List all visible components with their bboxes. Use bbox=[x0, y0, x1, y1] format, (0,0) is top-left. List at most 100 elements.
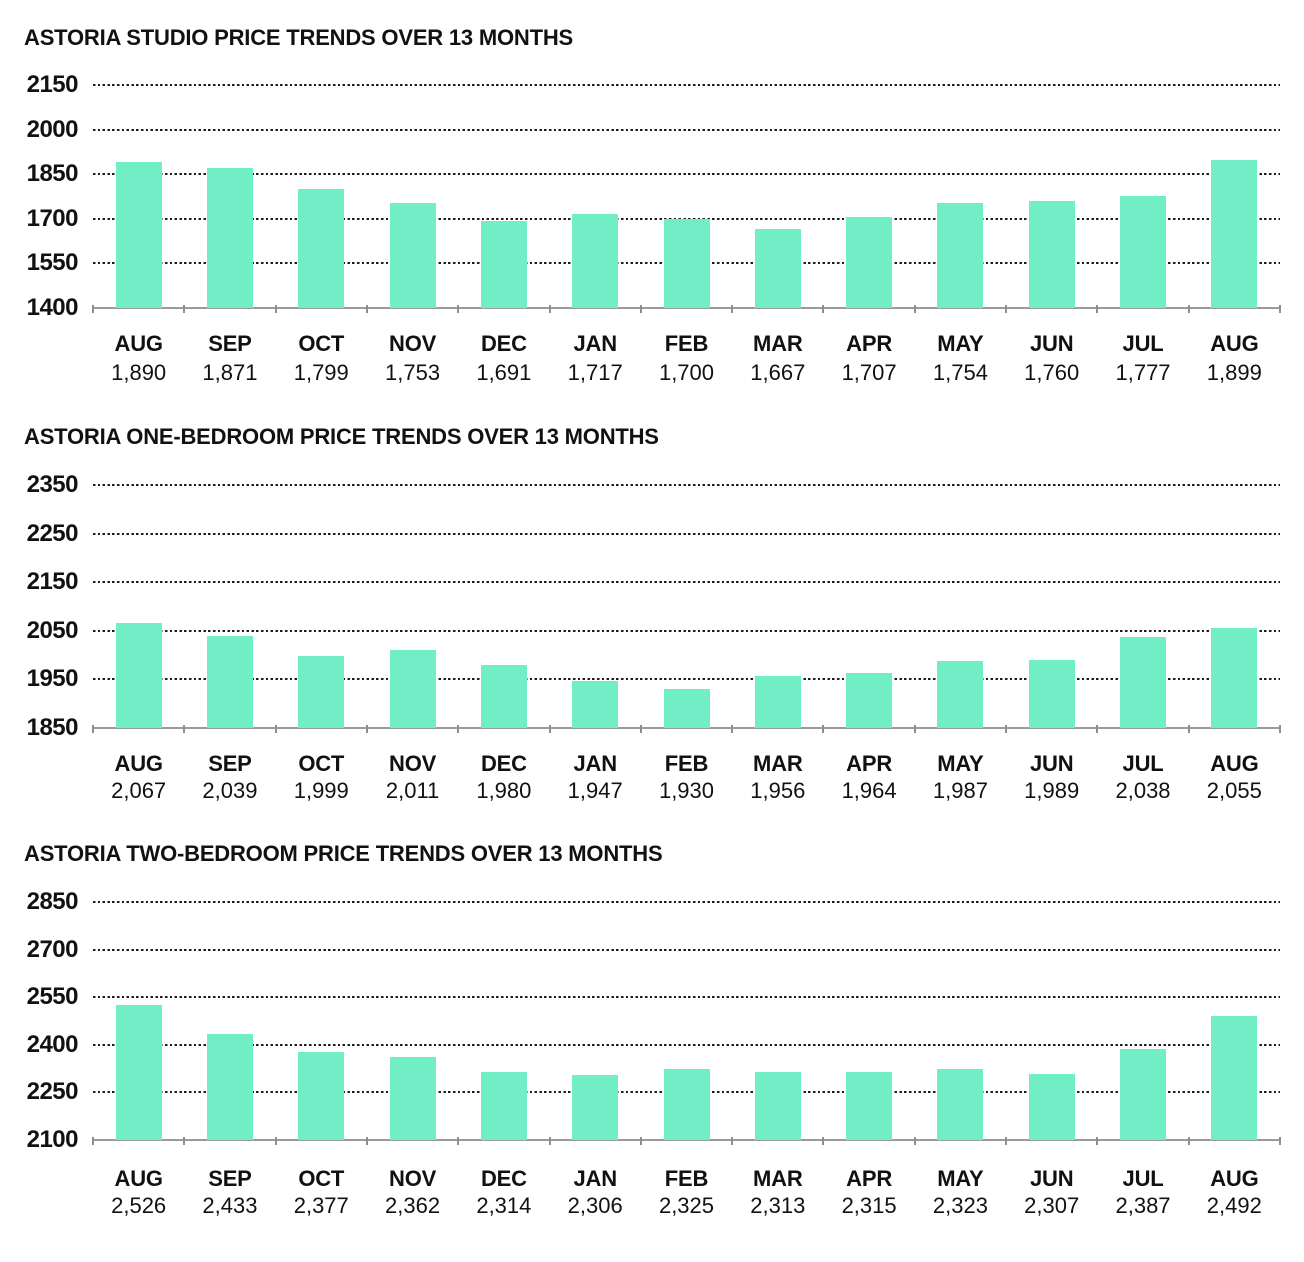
value-label: 1,707 bbox=[841, 360, 897, 385]
value-label: 2,314 bbox=[476, 1193, 532, 1218]
axis-tick bbox=[822, 305, 825, 313]
axis-tick bbox=[548, 305, 551, 313]
y-axis-label: 2700 bbox=[26, 935, 79, 963]
axis-tick bbox=[1096, 1137, 1099, 1145]
bar bbox=[298, 1052, 345, 1140]
gridline bbox=[93, 581, 1280, 584]
y-axis-label: 2850 bbox=[26, 888, 79, 915]
y-axis-label: 2400 bbox=[26, 1030, 79, 1058]
value-label: 1,760 bbox=[1024, 360, 1080, 385]
month-label: MAY bbox=[937, 331, 984, 356]
axis-tick bbox=[639, 725, 642, 733]
axis-tick bbox=[1187, 305, 1190, 313]
axis-tick bbox=[183, 305, 186, 313]
x-axis-line bbox=[93, 1139, 1280, 1141]
axis-tick bbox=[1005, 305, 1008, 313]
axis-tick bbox=[365, 305, 368, 313]
axis-tick bbox=[365, 725, 368, 733]
value-label: 1,753 bbox=[385, 360, 441, 385]
axis-tick bbox=[274, 305, 277, 313]
month-label: OCT bbox=[298, 1166, 345, 1191]
month-label: FEB bbox=[664, 751, 709, 776]
bar bbox=[1211, 1015, 1258, 1140]
month-label: JUL bbox=[1122, 751, 1164, 776]
bar bbox=[937, 202, 984, 308]
month-label: OCT bbox=[298, 751, 345, 776]
axis-tick bbox=[639, 305, 642, 313]
y-axis-label: 1550 bbox=[26, 249, 79, 277]
axis-tick bbox=[1096, 725, 1099, 733]
bar bbox=[1028, 660, 1075, 728]
gridline bbox=[93, 173, 1280, 176]
bar bbox=[754, 228, 801, 308]
bar bbox=[206, 167, 253, 308]
bar bbox=[846, 672, 893, 728]
bar bbox=[480, 1072, 527, 1140]
bar bbox=[937, 661, 984, 728]
bar bbox=[115, 1004, 162, 1140]
value-label: 1,754 bbox=[932, 360, 988, 385]
bar bbox=[846, 216, 893, 308]
month-label: DEC bbox=[480, 1166, 527, 1191]
gridline bbox=[93, 484, 1280, 486]
y-axis-label: 2150 bbox=[26, 71, 79, 98]
month-label: OCT bbox=[298, 331, 345, 356]
chart-title: ASTORIA TWO-BEDROOM PRICE TRENDS OVER 13… bbox=[24, 841, 663, 866]
value-label: 2,526 bbox=[111, 1193, 167, 1218]
bar bbox=[1028, 200, 1075, 308]
bar bbox=[389, 1056, 436, 1140]
axis-tick bbox=[365, 1137, 368, 1145]
month-label: APR bbox=[846, 331, 893, 356]
month-label: JAN bbox=[573, 1166, 617, 1191]
bar bbox=[572, 213, 619, 308]
month-label: JUL bbox=[1122, 1166, 1164, 1191]
month-label: AUG bbox=[1210, 751, 1259, 776]
month-label: APR bbox=[846, 751, 893, 776]
y-axis-label: 2150 bbox=[26, 568, 79, 596]
gridline bbox=[93, 84, 1280, 86]
bar bbox=[937, 1069, 984, 1140]
gridline bbox=[93, 629, 1280, 632]
value-label: 2,067 bbox=[111, 778, 167, 803]
axis-tick bbox=[457, 305, 460, 313]
gridline bbox=[93, 948, 1280, 951]
bar bbox=[206, 1034, 253, 1140]
axis-tick bbox=[1187, 725, 1190, 733]
value-label: 1,980 bbox=[476, 778, 532, 803]
month-label: SEP bbox=[208, 751, 252, 776]
month-label: NOV bbox=[389, 1166, 437, 1191]
axis-tick bbox=[274, 1137, 277, 1145]
axis-tick bbox=[731, 305, 734, 313]
axis-tick bbox=[183, 1137, 186, 1145]
value-label: 1,717 bbox=[567, 360, 623, 385]
value-label: 2,313 bbox=[750, 1193, 806, 1218]
value-label: 1,999 bbox=[293, 778, 349, 803]
y-axis-label: 2000 bbox=[26, 115, 79, 143]
axis-tick bbox=[1096, 305, 1099, 313]
month-label: AUG bbox=[114, 751, 163, 776]
bar bbox=[1211, 159, 1258, 308]
value-label: 1,799 bbox=[293, 360, 349, 385]
y-axis-label: 2250 bbox=[26, 519, 79, 547]
month-label: JUN bbox=[1030, 1166, 1074, 1191]
month-label: JUN bbox=[1030, 331, 1074, 356]
gridline bbox=[93, 678, 1280, 681]
value-label: 1,947 bbox=[567, 778, 623, 803]
axis-tick bbox=[731, 725, 734, 733]
gridline bbox=[93, 1043, 1280, 1046]
value-label: 1,987 bbox=[932, 778, 988, 803]
bar bbox=[298, 189, 345, 308]
x-axis-line bbox=[93, 307, 1280, 309]
month-label: SEP bbox=[208, 1166, 252, 1191]
value-label: 1,930 bbox=[658, 778, 715, 803]
bar bbox=[663, 1068, 710, 1140]
chart-title: ASTORIA STUDIO PRICE TRENDS OVER 13 MONT… bbox=[24, 25, 574, 50]
axis-tick bbox=[1005, 1137, 1008, 1145]
y-axis-label: 1950 bbox=[26, 665, 79, 693]
bar bbox=[480, 664, 527, 728]
bar bbox=[480, 221, 527, 308]
axis-tick bbox=[913, 305, 916, 313]
bar bbox=[1028, 1074, 1075, 1140]
y-axis-label: 2100 bbox=[26, 1126, 79, 1153]
month-label: MAR bbox=[753, 331, 803, 356]
